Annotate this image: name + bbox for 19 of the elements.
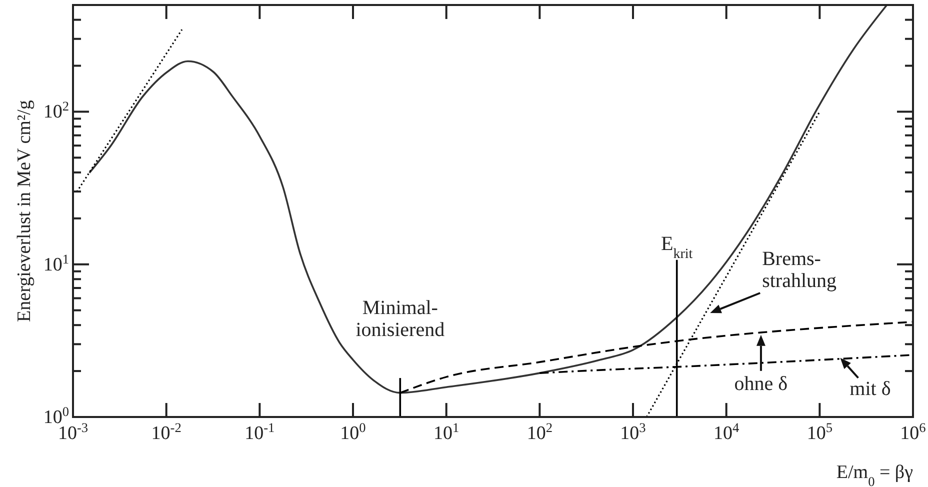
y-tick-label: 10$^{2}$ bbox=[43, 98, 69, 123]
x-tick-label: 10$^{-2}$ bbox=[151, 420, 182, 444]
x-tick-label: 10$^{4}$ bbox=[714, 420, 740, 444]
annotation: Brems- strahlung bbox=[762, 248, 837, 292]
x-tick-label: 10$^{3}$ bbox=[620, 420, 646, 444]
y-tick-label: 10$^{1}$ bbox=[43, 250, 69, 276]
annotation: Minimal- ionisierend bbox=[356, 297, 445, 342]
y-tick-label: 10$^{0}$ bbox=[43, 404, 70, 428]
annotation: ohne δ bbox=[734, 372, 788, 395]
y-axis-title: Energieverlust in MeV cm²/g bbox=[14, 100, 35, 322]
x-axis-title: E/m$_{0}$ = βγ bbox=[836, 462, 913, 487]
x-tick-label: 10$^{5}$ bbox=[806, 420, 833, 444]
x-tick-label: 10$^{0}$ bbox=[340, 420, 366, 444]
x-tick-label: 10$^{1}$ bbox=[434, 420, 460, 444]
x-tick-label: 10$^{6}$ bbox=[900, 420, 926, 444]
annotation: E$_{krit}$ bbox=[661, 232, 693, 262]
x-tick-label: 10$^{2}$ bbox=[526, 420, 552, 444]
x-tick-label: 10$^{-1}$ bbox=[244, 420, 275, 444]
annotation: mit δ bbox=[850, 378, 891, 400]
